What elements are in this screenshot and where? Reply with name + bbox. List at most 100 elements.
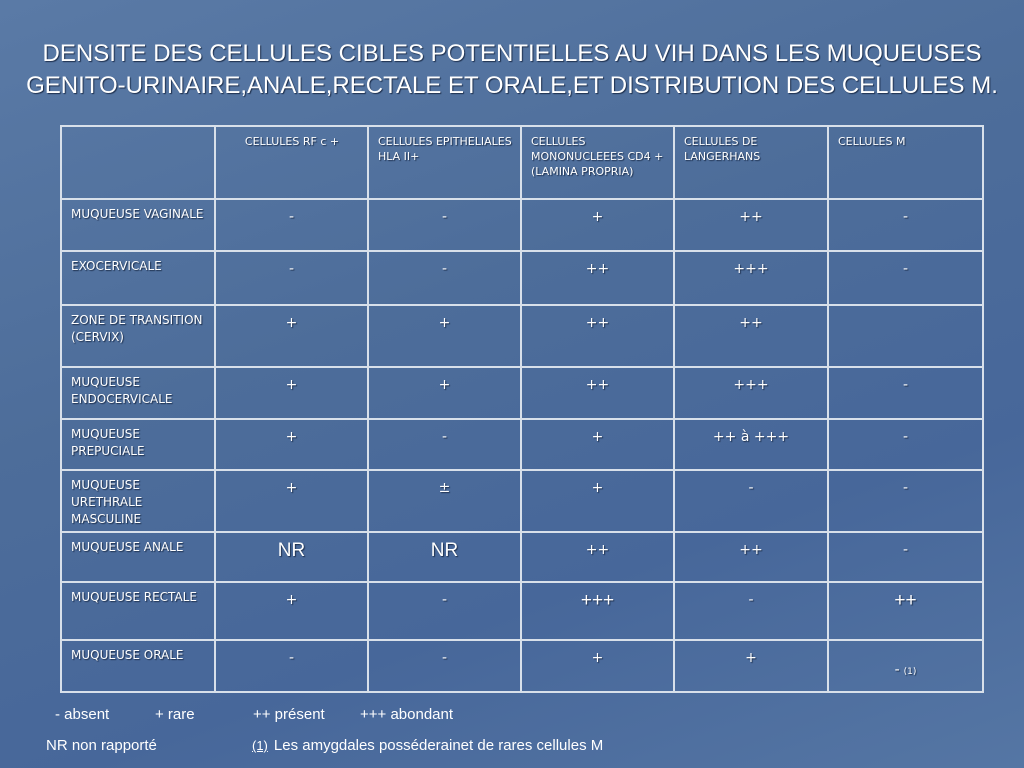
header-langerhans: CELLULES DE LANGERHANS: [684, 135, 761, 163]
value-cell: ±: [367, 469, 522, 533]
cell-value-text: -: [902, 542, 909, 558]
cell-value-text: +: [285, 377, 298, 393]
table-row: EXOCERVICALE - - ++ +++ -: [60, 250, 984, 306]
cell-value-text: -: [441, 209, 448, 225]
value-cell: +: [520, 469, 675, 533]
table-row: MUQUEUSE ORALE - - + + - (1): [60, 639, 984, 693]
cell-value-text: +++: [733, 377, 769, 393]
cell-value: ++: [522, 252, 673, 277]
value-cell: -: [367, 639, 522, 693]
table-row: MUQUEUSE RECTALE + - +++ - ++: [60, 581, 984, 641]
value-cell: +++: [520, 581, 675, 641]
table-row: MUQUEUSE URETHRALE MASCULINE + ± + - -: [60, 469, 984, 533]
value-cell: -: [673, 581, 829, 641]
value-cell: +: [214, 418, 369, 471]
value-cell: ++: [827, 581, 984, 641]
value-cell: [827, 304, 984, 368]
cell-value: +: [216, 471, 367, 496]
value-cell: -: [214, 198, 369, 252]
cell-value-text: -: [288, 650, 295, 666]
row-label: ZONE DE TRANSITION (CERVIX): [71, 313, 203, 344]
cell-value: -: [369, 641, 520, 666]
value-cell: ++: [520, 366, 675, 420]
cell-value-text: +: [285, 315, 298, 331]
cell-value: -: [216, 641, 367, 666]
cell-value-text: -: [902, 377, 909, 393]
cell-value: [829, 306, 982, 315]
cell-value-text: +: [591, 650, 604, 666]
table-row: ZONE DE TRANSITION (CERVIX) + + ++ ++: [60, 304, 984, 368]
cell-value: -: [829, 533, 982, 558]
cell-value: -: [369, 252, 520, 277]
value-cell: +: [214, 304, 369, 368]
cell-value-text: NR: [430, 540, 459, 561]
cell-value: +: [216, 420, 367, 445]
table-row: MUQUEUSE ANALE NR NR ++ ++ -: [60, 531, 984, 583]
cell-value: -: [829, 420, 982, 445]
cell-value: +: [675, 641, 827, 666]
value-cell: ++: [520, 250, 675, 306]
value-cell: -: [827, 250, 984, 306]
row-label-cell: MUQUEUSE RECTALE: [60, 581, 216, 641]
cell-value-text: +: [285, 592, 298, 608]
value-cell: ++ à +++: [673, 418, 829, 471]
cell-value-text: +++: [733, 261, 769, 277]
cell-value-text: -: [748, 480, 754, 496]
cell-value-text: +: [285, 429, 298, 445]
row-label: MUQUEUSE PREPUCIALE: [71, 427, 145, 458]
cell-value: +++: [522, 583, 673, 612]
cell-value: +: [522, 471, 673, 496]
cell-value-text: -: [902, 209, 909, 225]
header-rfc: CELLULES RF c +: [244, 135, 340, 148]
value-cell: +: [367, 304, 522, 368]
cell-value-text: -: [902, 429, 909, 445]
value-cell: +: [673, 639, 829, 693]
cell-value: +: [369, 306, 520, 331]
value-cell: -: [214, 250, 369, 306]
value-cell: -: [367, 250, 522, 306]
row-label-cell: MUQUEUSE URETHRALE MASCULINE: [60, 469, 216, 533]
value-cell: ++: [673, 198, 829, 252]
cell-value: -: [369, 583, 520, 608]
cell-value: NR: [216, 533, 367, 562]
value-cell: +: [520, 639, 675, 693]
cell-value-text: ++: [739, 209, 763, 225]
value-cell: -: [367, 581, 522, 641]
cell-value: -: [829, 200, 982, 225]
value-cell: +: [214, 366, 369, 420]
cell-value-text: -: [441, 261, 448, 277]
cell-value-text: -: [288, 261, 295, 277]
row-label-cell: MUQUEUSE VAGINALE: [60, 198, 216, 252]
cell-value: -: [369, 200, 520, 225]
cell-value: ++: [675, 200, 827, 225]
value-cell: NR: [367, 531, 522, 583]
value-cell: -: [367, 418, 522, 471]
title-line-2: GENITO-URINAIRE,ANALE,RECTALE ET ORALE,E…: [26, 72, 998, 99]
cell-value: ++ à +++: [675, 420, 827, 445]
cell-value: -: [829, 252, 982, 277]
cell-value-text: +: [438, 377, 451, 393]
legend-rare: + rare: [155, 706, 195, 723]
cell-value-text: +: [591, 429, 604, 445]
cell-value-text: ++: [739, 315, 763, 331]
cell-value-text: ++ à +++: [712, 429, 790, 445]
header-cell: CELLULES DE LANGERHANS: [673, 125, 829, 200]
cell-value: -: [829, 368, 982, 393]
cell-value: ++: [522, 368, 673, 393]
cell-value-text: ±: [438, 480, 451, 496]
value-cell: +: [520, 198, 675, 252]
cell-value-text: ++: [739, 542, 763, 558]
row-label: MUQUEUSE ANALE: [71, 540, 184, 554]
cell-value-text: -: [288, 209, 295, 225]
cell-value-text: -: [441, 429, 448, 445]
cell-value-text: ++: [585, 542, 610, 558]
value-cell: +++: [673, 250, 829, 306]
header-cell-empty: [60, 125, 216, 200]
legend-nr: NR non rapporté: [46, 737, 157, 754]
value-cell: +: [214, 581, 369, 641]
table-body: MUQUEUSE VAGINALE - - + ++ - EXOCERVICALE - - ++ +…: [60, 198, 984, 693]
cell-value: +++: [675, 252, 827, 277]
cell-value: -: [675, 471, 827, 496]
value-cell: +: [520, 418, 675, 471]
value-cell: ++: [520, 531, 675, 583]
